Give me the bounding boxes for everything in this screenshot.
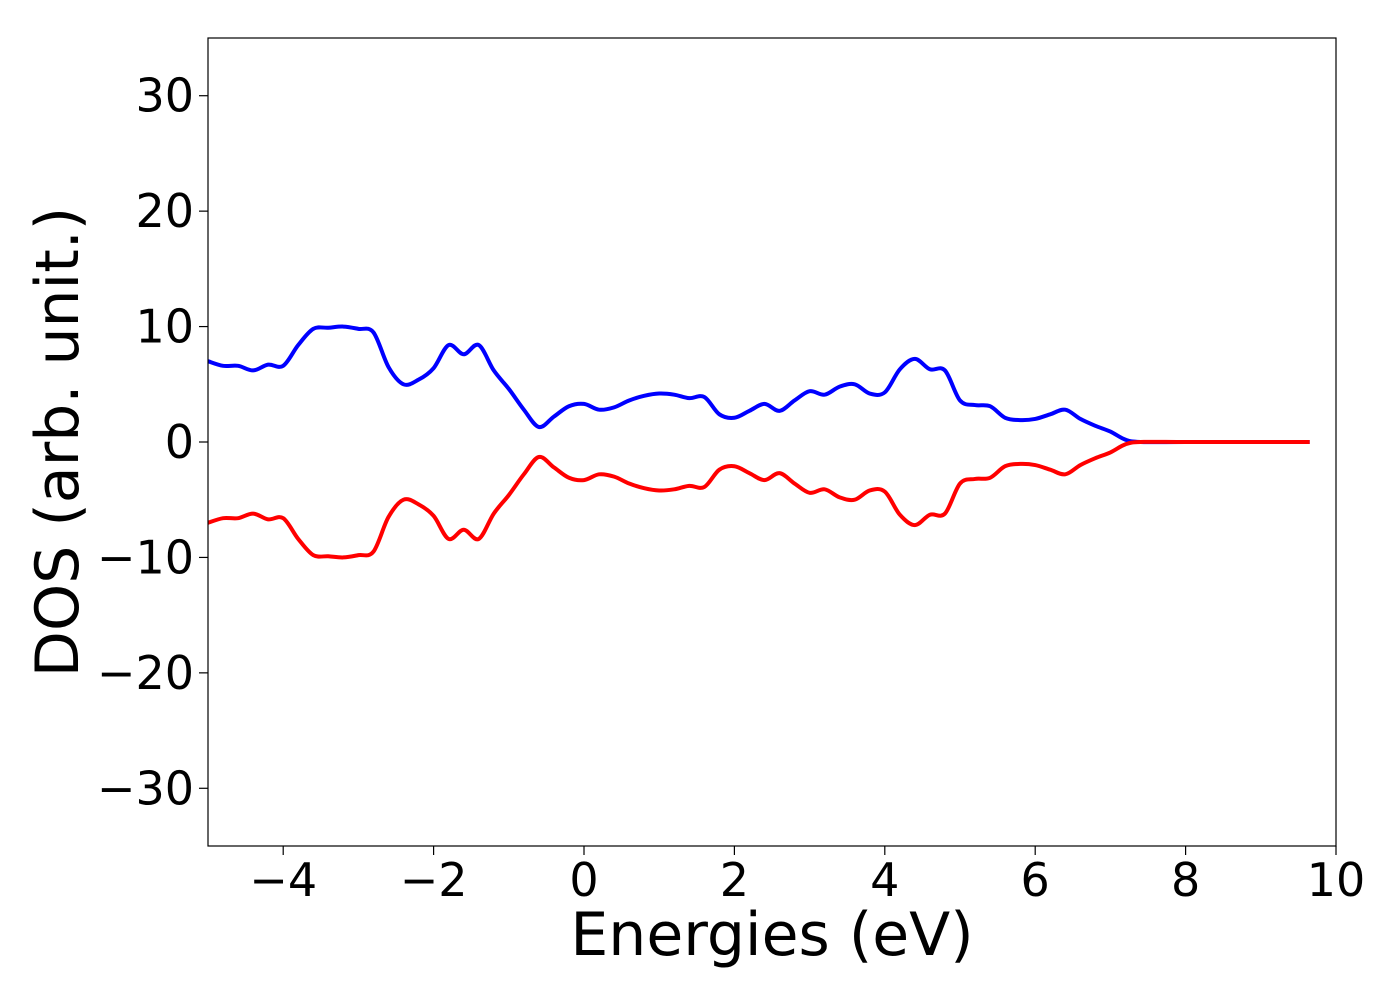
y-tick-label: 10 xyxy=(135,300,194,354)
x-tick-label: −4 xyxy=(249,853,317,907)
y-tick-label: 0 xyxy=(165,415,194,469)
y-axis-label: DOS (arb. unit.) xyxy=(23,207,93,677)
y-tick-label: −10 xyxy=(97,530,194,584)
series-line-1 xyxy=(207,324,1310,445)
x-tick-label: 10 xyxy=(1307,853,1366,907)
series-line-2 xyxy=(207,439,1310,560)
y-axis: 30 20 10 0 −10 −20 −30 xyxy=(97,69,208,815)
y-tick-label: 30 xyxy=(135,69,194,123)
series-layer xyxy=(207,324,1310,560)
x-tick-label: 6 xyxy=(1021,853,1050,907)
x-axis: −4 −2 0 2 4 6 8 10 xyxy=(249,846,1365,907)
y-tick-label: −20 xyxy=(97,646,194,700)
x-axis-label: Energies (eV) xyxy=(570,900,973,970)
y-tick-label: −30 xyxy=(97,761,194,815)
y-tick-label: 20 xyxy=(135,184,194,238)
x-tick-label: 0 xyxy=(569,853,598,907)
x-tick-label: 2 xyxy=(720,853,749,907)
x-tick-label: −2 xyxy=(400,853,468,907)
x-tick-label: 4 xyxy=(870,853,899,907)
x-tick-label: 8 xyxy=(1171,853,1200,907)
